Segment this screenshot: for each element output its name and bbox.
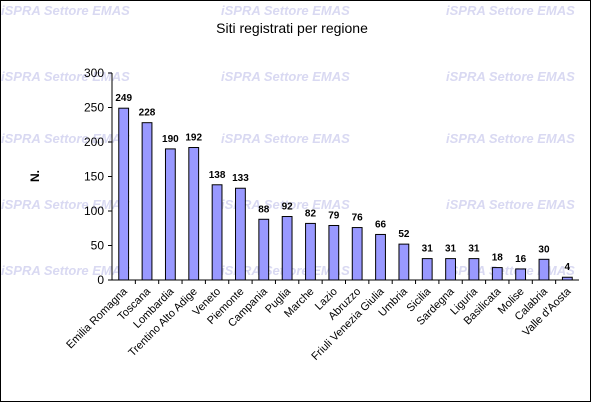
- data-label: 190: [162, 134, 179, 145]
- data-label: 79: [328, 210, 340, 221]
- data-label: 228: [139, 108, 156, 119]
- bar: [538, 258, 550, 281]
- data-label: 92: [282, 202, 294, 213]
- bar: [398, 243, 410, 281]
- bar: [375, 233, 386, 281]
- bar: [305, 222, 316, 281]
- data-label: 31: [468, 244, 480, 255]
- data-label: 76: [352, 213, 364, 224]
- data-label: 30: [538, 244, 550, 255]
- bar: [328, 224, 340, 281]
- data-label: 16: [515, 254, 527, 265]
- bar: [164, 148, 176, 281]
- bar: [491, 267, 503, 281]
- y-tick-label: 300: [84, 66, 104, 80]
- data-label: 52: [398, 229, 410, 240]
- data-label: 133: [232, 173, 249, 184]
- data-label: 31: [445, 244, 457, 255]
- data-label: 88: [258, 204, 270, 215]
- y-tick-label: 50: [91, 239, 105, 253]
- bar: [281, 216, 293, 281]
- data-label: 31: [422, 244, 434, 255]
- bar: [561, 276, 573, 281]
- y-tick-label: 0: [97, 273, 104, 287]
- data-label: 249: [115, 93, 132, 104]
- y-axis-label: N.: [28, 170, 42, 182]
- bar: [515, 268, 527, 281]
- bar: [141, 122, 153, 281]
- bar: [258, 218, 270, 281]
- data-label: 66: [375, 219, 387, 230]
- data-label: 4: [565, 262, 571, 273]
- y-tick-label: 250: [84, 101, 104, 115]
- bar: [235, 187, 246, 281]
- data-label: 192: [185, 133, 202, 144]
- y-tick-label: 150: [84, 170, 104, 184]
- data-label: 82: [305, 208, 317, 219]
- bar: [118, 107, 130, 281]
- data-label: 138: [209, 170, 226, 181]
- bar: [445, 258, 456, 281]
- y-tick-label: 100: [84, 204, 104, 218]
- data-label: 18: [492, 253, 504, 264]
- y-tick-label: 200: [84, 135, 104, 149]
- bar: [211, 184, 223, 281]
- bar: [468, 258, 480, 281]
- bar: [421, 258, 433, 281]
- bar: [188, 147, 200, 281]
- chart-title: Siti registrati per regione: [216, 20, 368, 36]
- bar: [351, 227, 363, 281]
